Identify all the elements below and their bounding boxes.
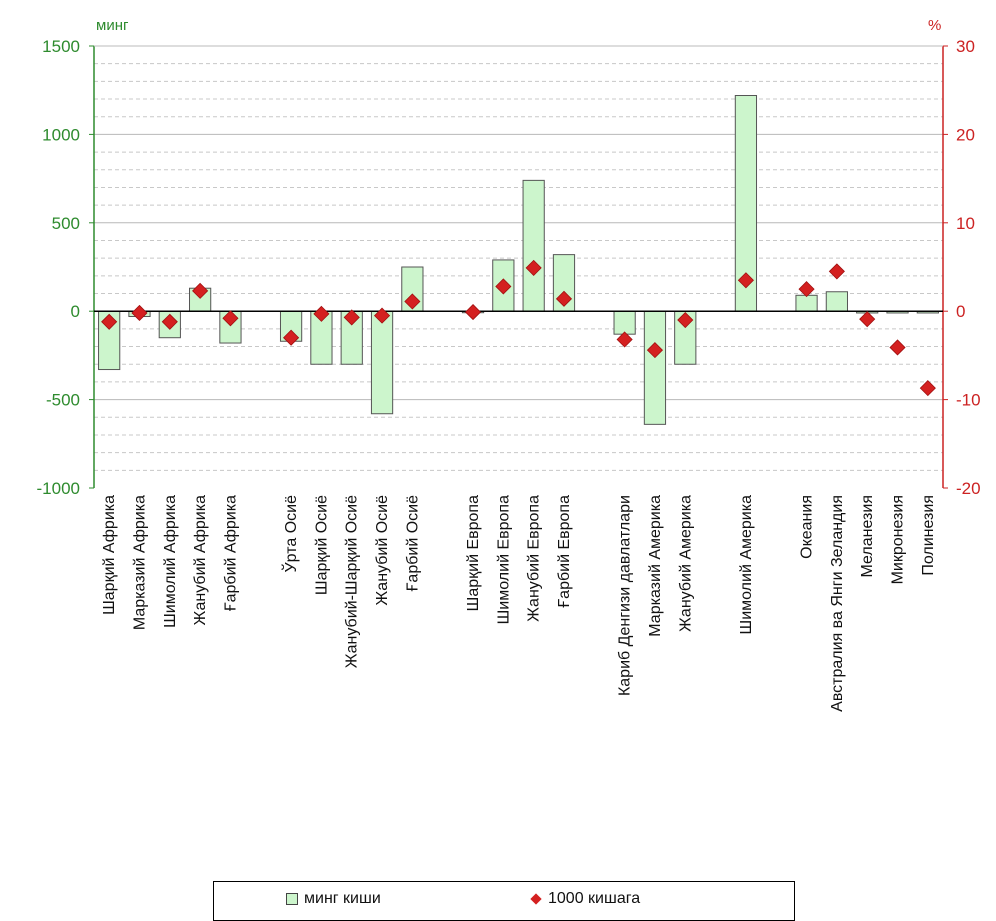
diamond-marker xyxy=(616,331,633,348)
left-tick-label: 500 xyxy=(52,214,80,233)
category-label: Меланезия xyxy=(859,495,876,577)
bar-swatch-icon xyxy=(286,893,298,905)
diamond-marker xyxy=(283,329,300,346)
diamond-marker xyxy=(646,342,664,359)
right-tick-label: 20 xyxy=(956,125,975,144)
chart: минг % -1000 -500 0 500 1000 1500 -20 -10 0 10 20… xyxy=(37,17,981,712)
diamond-marker xyxy=(313,305,330,322)
category-label: Австралия ва Янги Зеландия xyxy=(829,495,846,712)
category-label: Шарқий Европа xyxy=(465,495,482,611)
diamond-marker xyxy=(798,281,815,298)
category-label: Марказий Америка xyxy=(647,495,664,637)
diamond-marker xyxy=(373,307,391,324)
category-label: Шимолий Америка xyxy=(738,495,755,635)
category-label: Ғарбий Африка xyxy=(222,495,239,612)
bar xyxy=(522,179,545,312)
diamond-marker xyxy=(192,282,209,299)
category-label: Океания xyxy=(799,495,816,559)
legend-label-bars: минг киши xyxy=(304,890,381,907)
diamond-marker xyxy=(737,272,754,289)
diamond-marker xyxy=(131,304,148,322)
left-axis-ticks: -1000 -500 0 500 1000 1500 xyxy=(37,37,94,498)
category-labels: Шарқий Африка Марказий Африка Шимолий Афри… xyxy=(101,495,937,712)
category-label: Кариб Денгизи давлатлари xyxy=(617,495,634,696)
left-tick-label: 1500 xyxy=(42,37,80,56)
diamond-marker-icon xyxy=(530,893,542,905)
bar xyxy=(370,310,394,415)
category-label: Шарқий Африка xyxy=(101,495,118,615)
category-label: Микронезия xyxy=(890,495,907,584)
diamond-marker xyxy=(161,313,178,330)
diamond-marker xyxy=(828,263,845,280)
bar xyxy=(825,291,848,312)
bar xyxy=(795,294,818,312)
diamond-marker xyxy=(677,311,694,329)
category-label: Шимолий Европа xyxy=(495,495,512,624)
category-label: Шарқий Осиё xyxy=(313,495,330,595)
diamond-marker xyxy=(495,278,512,295)
category-label: Жанубий Осиё xyxy=(374,495,391,606)
right-axis-ticks: -20 -10 0 10 20 30 xyxy=(943,37,981,498)
diamond-marker xyxy=(101,313,118,330)
category-label: Жанубий Америка xyxy=(677,495,694,632)
diamond-marker xyxy=(555,290,573,307)
diamond-marker xyxy=(525,259,542,276)
category-label: Жанубий Европа xyxy=(526,495,543,622)
left-tick-label: -1000 xyxy=(37,479,80,498)
right-tick-label: -20 xyxy=(956,479,981,498)
legend-label-markers: 1000 кишага xyxy=(548,890,641,907)
left-tick-label: 1000 xyxy=(42,125,80,144)
right-tick-label: 10 xyxy=(956,214,975,233)
left-tick-label: 0 xyxy=(71,302,80,321)
category-label: Марказий Африка xyxy=(131,495,148,630)
diamond-marker xyxy=(404,293,421,310)
category-label: Ғарбий Осиё xyxy=(404,495,421,592)
legend: минг киши 1000 кишага xyxy=(213,881,795,921)
right-tick-label: -10 xyxy=(956,391,981,410)
legend-item-markers: 1000 кишага xyxy=(530,890,641,908)
category-label: Полинезия xyxy=(920,495,937,576)
category-label: Жанубий-Шарқий Осиё xyxy=(344,495,361,668)
diamond-marker xyxy=(859,311,876,328)
right-tick-label: 30 xyxy=(956,37,975,56)
left-axis-unit: минг xyxy=(96,17,129,34)
plot-area xyxy=(94,46,943,488)
diamond-marker xyxy=(919,380,936,397)
diamond-marker xyxy=(889,339,906,356)
right-axis-unit: % xyxy=(928,17,941,34)
bar xyxy=(643,310,667,425)
category-label: Жанубий Африка xyxy=(192,495,209,626)
right-tick-label: 0 xyxy=(956,302,965,321)
marker-series xyxy=(101,259,936,397)
legend-item-bars: минг киши xyxy=(286,890,381,908)
left-tick-label: -500 xyxy=(46,391,80,410)
diamond-marker xyxy=(222,310,239,327)
category-label: Ғарбий Европа xyxy=(556,495,573,609)
diamond-marker xyxy=(343,309,360,326)
category-label: Ўрта Осиё xyxy=(280,495,300,573)
bar xyxy=(613,310,636,335)
category-label: Шимолий Африка xyxy=(162,495,179,628)
diamond-marker xyxy=(464,304,482,321)
